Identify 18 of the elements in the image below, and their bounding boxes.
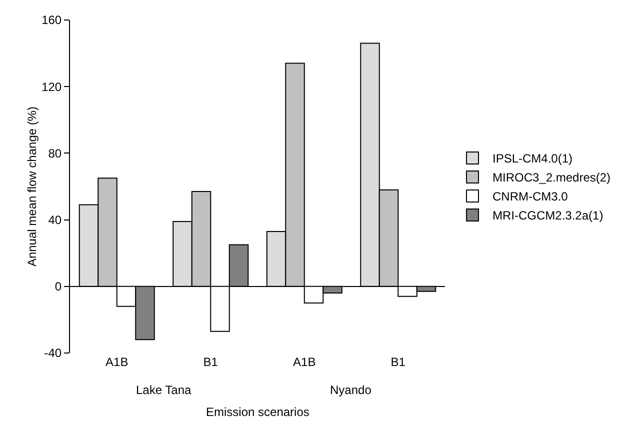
y-axis-title: Annual mean flow change (%) — [25, 106, 39, 267]
y-tick-label: 0 — [54, 280, 62, 294]
y-tick-label: -40 — [44, 346, 62, 360]
x-tick-label: B1 — [390, 355, 406, 369]
legend-label: MRI-CGCM2.3.2a(1) — [492, 208, 604, 223]
y-tick-label: 80 — [48, 146, 62, 160]
x-tick-label: B1 — [203, 355, 218, 369]
legend-label: MIROC3_2.medres(2) — [492, 170, 611, 185]
y-tick-label: 120 — [42, 80, 62, 94]
y-tick-label: 160 — [42, 13, 62, 28]
y-tick-label: 40 — [48, 213, 62, 227]
legend-label: CNRM-CM3.0 — [492, 190, 568, 204]
text: Lake Tana — [136, 383, 192, 397]
x-tick-label: A1B — [293, 355, 316, 369]
legend-label: IPSL-CM4.0(1) — [492, 152, 573, 166]
text: Nyando — [330, 383, 372, 397]
x-tick-label: A1B — [106, 355, 128, 369]
x-axis-title: Emission scenarios — [206, 405, 310, 419]
